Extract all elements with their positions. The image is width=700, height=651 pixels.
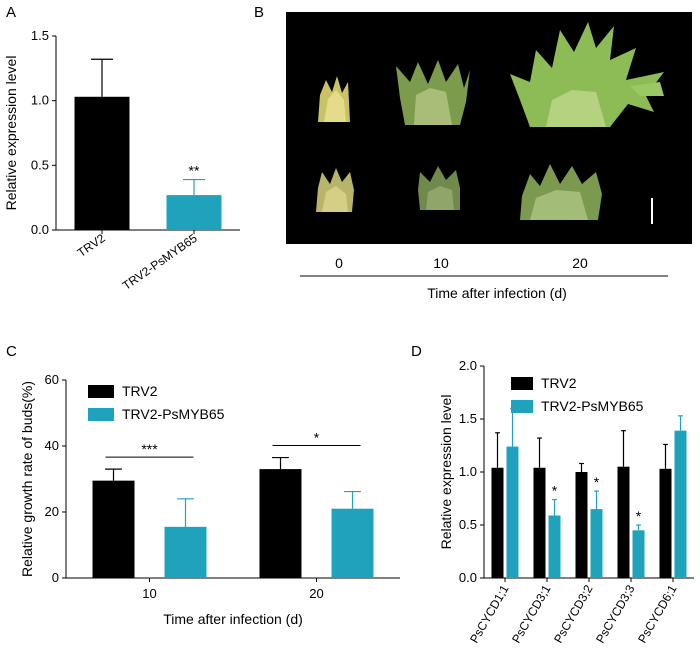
panel-label-c: C — [6, 343, 17, 360]
bud-photo-trv2-day20 — [510, 22, 664, 127]
photo-background — [286, 12, 692, 244]
bar — [74, 96, 130, 230]
y-tick-label: 1.5 — [459, 411, 477, 426]
bar — [548, 515, 561, 578]
y-tick-label: 2.0 — [459, 358, 477, 373]
legend-label: TRV2-PsMYB65 — [541, 398, 644, 414]
y-axis-label: Relative growth rate of buds(%) — [19, 381, 35, 577]
bar — [590, 509, 603, 578]
chart-d: 0.0 0.5 1.0 1.5 2.0 Relative expression level… — [438, 358, 694, 646]
bar — [491, 467, 504, 578]
legend-swatch — [511, 377, 533, 390]
x-axis-label: Time after infection (d) — [163, 611, 303, 627]
x-tick-label: PsCYCD6;1 — [635, 582, 680, 645]
bar — [674, 430, 687, 578]
y-tick-label: 60 — [45, 372, 59, 387]
y-axis-label: Relative expression level — [438, 395, 454, 550]
significance-marker: * — [594, 474, 600, 490]
legend-swatch — [511, 400, 533, 413]
time-label-0: 0 — [335, 255, 343, 271]
y-tick-label: 40 — [45, 438, 59, 453]
y-tick-label: 0 — [52, 570, 59, 585]
y-tick-label: 0.0 — [459, 570, 477, 585]
x-tick-label: 20 — [309, 586, 323, 601]
legend-label: TRV2-PsMYB65 — [122, 406, 225, 422]
y-tick-label: 1.5 — [31, 28, 49, 43]
x-tick-label: TRV2-PsMYB65 — [120, 231, 200, 293]
legend-label: TRV2 — [122, 383, 158, 399]
chart-a: 0.0 0.5 1.0 1.5 Relative expression level TRV… — [3, 28, 240, 293]
time-label-10: 10 — [433, 255, 449, 271]
bar — [659, 468, 672, 578]
bud-photo-trv2-day10 — [396, 60, 470, 125]
significance-marker: * — [314, 430, 320, 446]
bar — [164, 526, 207, 578]
y-tick-label: 0.5 — [459, 517, 477, 532]
y-tick-label: 0.0 — [31, 222, 49, 237]
bar — [92, 480, 135, 578]
bar — [506, 446, 519, 578]
significance-marker: * — [552, 483, 558, 499]
bud-photo-psmyb65-day20 — [520, 164, 602, 220]
bar — [575, 472, 588, 578]
legend-swatch — [88, 408, 114, 421]
significance-marker: *** — [141, 441, 158, 457]
y-axis-label: Relative expression level — [3, 56, 19, 211]
bud-photo-psmyb65-day0 — [316, 168, 354, 212]
legend-swatch — [88, 385, 114, 398]
panel-label-a: A — [6, 4, 16, 21]
panel-label-b: B — [254, 4, 264, 21]
row-label-trv2: TRV2 — [264, 60, 280, 96]
time-label-20: 20 — [572, 255, 588, 271]
bud-photo-trv2-day0 — [318, 76, 350, 122]
significance-marker: * — [636, 508, 642, 524]
bar — [533, 467, 546, 578]
chart-c: 0 20 40 60 Relative growth rate of buds(%) 10… — [19, 372, 400, 627]
bar — [166, 195, 222, 230]
legend-label: TRV2 — [541, 375, 577, 391]
row-label-psmyb65: TRV2-PsMYB65 — [264, 135, 280, 238]
x-tick-label: PsCYCD1;1 — [467, 582, 512, 645]
y-tick-label: 1.0 — [459, 464, 477, 479]
x-tick-label: 10 — [142, 586, 156, 601]
bud-photo-psmyb65-day10 — [418, 166, 460, 210]
bar — [331, 508, 374, 578]
significance-marker: ** — [189, 163, 200, 179]
y-tick-label: 1.0 — [31, 93, 49, 108]
y-tick-label: 0.5 — [31, 157, 49, 172]
bar — [632, 530, 645, 578]
bar — [617, 466, 630, 578]
x-tick-label: PsCYCD3;2 — [551, 582, 596, 645]
x-tick-label: PsCYCD3;3 — [593, 582, 638, 645]
panel-label-d: D — [411, 343, 422, 360]
y-tick-label: 20 — [45, 504, 59, 519]
x-tick-label: TRV2 — [75, 231, 108, 260]
bar — [259, 469, 302, 578]
photo-xlabel: Time after infection (d) — [427, 285, 567, 301]
photo-panel: TRV2 TRV2-PsMYB65 0 10 20 Time after inf… — [264, 12, 692, 301]
x-tick-label: PsCYCD3;1 — [509, 582, 554, 645]
